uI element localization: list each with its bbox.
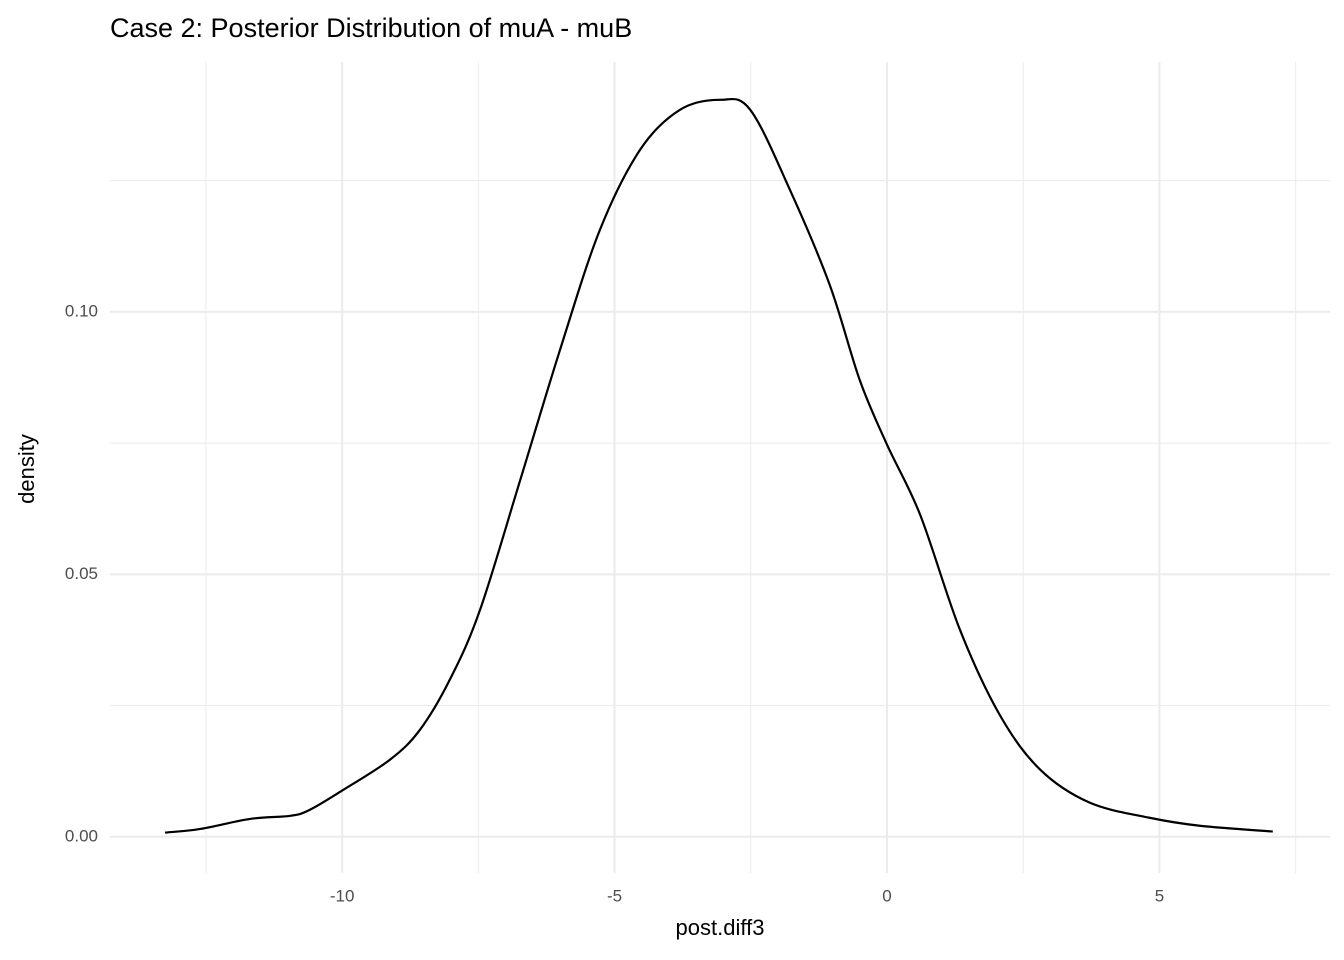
density-line [164, 97, 1273, 834]
x-tick-label: 0 [882, 886, 891, 905]
chart-title: Case 2: Posterior Distribution of muA - … [110, 13, 632, 43]
x-tick-label: -10 [330, 886, 355, 905]
y-axis-title: density [14, 434, 39, 504]
x-tick-label: -5 [607, 886, 622, 905]
y-tick-label: 0.00 [65, 826, 98, 845]
x-tick-label: 5 [1155, 886, 1164, 905]
x-axis-title: post.diff3 [676, 915, 765, 940]
y-tick-label: 0.10 [65, 301, 98, 320]
y-tick-label: 0.05 [65, 564, 98, 583]
